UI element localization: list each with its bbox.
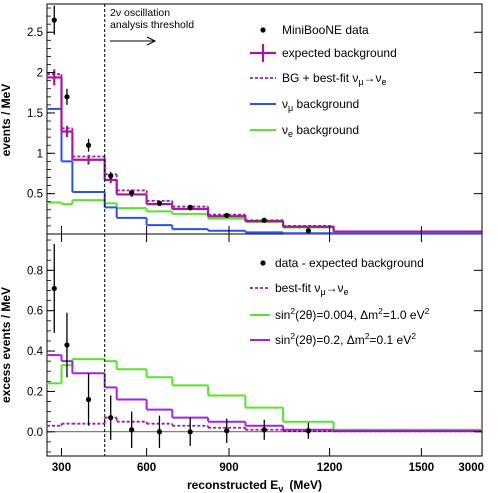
bottom-data-point-6 [187,429,193,435]
x-tick-label-0: 300 [52,462,71,474]
bottom-data-point-2 [85,396,92,403]
bottom-y-tick-label-0: 0.0 [27,427,43,439]
svg-text:best-fit νμ→νe: best-fit νμ→νe [275,281,349,297]
top-data-point-1 [64,94,70,100]
x-tick-label-1: 600 [137,462,156,474]
top-data-point-4 [129,190,135,196]
bottom-data-point-3 [108,415,114,421]
legend-top-numu: νμ background [250,97,359,113]
bottom-data-point-0 [51,285,57,292]
svg-text:BG + best-fit νμ→νe: BG + best-fit νμ→νe [282,71,387,87]
top-y-tick-label-2: 1.5 [27,108,43,120]
expected-background-series [47,76,482,233]
svg-text:data - expected background: data - expected background [275,256,424,270]
bottom-data-point-4 [129,427,135,433]
svg-text:νe background: νe background [282,123,359,139]
threshold-arrow [110,36,157,46]
legend-top-nue: νe background [250,123,359,139]
top-panel-y-ticks: 0.5 1 1.5 2 2.5 [27,7,482,227]
x-tick-label-4: 1500 [409,462,435,474]
x-axis-label: reconstructed Eν (MeV) [187,478,322,493]
x-tick-label-3: 1200 [317,462,343,474]
legend-top-bestfit: BG + best-fit νμ→νe [250,71,387,87]
top-data-point-7 [224,212,230,219]
legend-bottom-bestfit: best-fit νμ→νe [250,281,349,297]
top-panel-data-points [51,5,311,234]
top-y-tick-label-3: 2 [37,68,43,80]
top-y-tick-label-1: 1 [37,148,43,160]
top-data-point-3 [108,173,114,179]
top-y-tick-label-4: 2.5 [27,27,43,39]
top-data-point-6 [187,204,193,210]
legend-bottom-data: data - expected background [260,256,424,270]
bottom-data-point-7 [224,428,230,434]
bottom-panel-data-points [51,244,311,448]
bottom-data-point-1 [64,342,70,348]
threshold-label-line1: 2ν oscillation [110,7,170,19]
threshold-label-line2: analysis threshold [110,19,194,31]
nue-background-series [47,199,482,233]
x-axis-ticks: 300 600 900 1200 1500 3000 [52,226,484,474]
bottom-data-point-9 [305,428,311,434]
top-data-point-8 [261,217,267,223]
legend-top-expected: expected background [250,44,397,62]
bottom-panel-frame [46,233,483,457]
numu-background-series [47,107,482,235]
bottom-y-tick-label-1: 0.2 [27,386,43,398]
bottom-y-tick-label-2: 0.4 [27,346,44,358]
osc-green-series [47,358,482,431]
top-legend: MiniBooNE data expected background BG + … [250,23,397,139]
x-tick-label-2: 900 [219,462,238,474]
top-data-point-5 [156,200,163,206]
top-data-point-0 [51,17,57,23]
svg-text:sin2(2θ)=0.004, Δm2=1.0 eV2: sin2(2θ)=0.004, Δm2=1.0 eV2 [275,306,430,322]
top-panel-curves [47,69,482,235]
legend-bottom-green: sin2(2θ)=0.004, Δm2=1.0 eV2 [250,306,430,322]
bottom-panel-y-ticks: 0.0 0.2 0.4 0.6 0.8 [27,239,482,453]
top-data-point-9 [305,228,311,234]
top-data-point-2 [85,142,92,148]
top-panel-frame [46,3,483,235]
legend-top-data: MiniBooNE data [260,23,369,37]
bottom-data-point-5 [156,429,163,435]
svg-text:MiniBooNE data: MiniBooNE data [282,23,369,37]
bottom-data-point-8 [261,427,267,433]
top-y-axis-label: events / MeV [0,84,13,157]
x-tick-label-5: 3000 [458,462,484,474]
bottom-y-tick-label-3: 0.6 [27,306,43,318]
svg-text:expected background: expected background [282,46,397,60]
svg-text:νμ background: νμ background [282,97,359,113]
svg-text:sin2(2θ)=0.2, Δm2=0.1 eV2: sin2(2θ)=0.2, Δm2=0.1 eV2 [275,331,416,347]
bottom-legend: data - expected background best-fit νμ→ν… [250,256,430,347]
bottom-y-axis-label: excess events / MeV [0,287,13,403]
legend-bottom-purple: sin2(2θ)=0.2, Δm2=0.1 eV2 [250,331,416,347]
bottom-y-tick-label-4: 0.8 [27,265,43,277]
top-y-tick-label-0: 0.5 [27,189,43,201]
